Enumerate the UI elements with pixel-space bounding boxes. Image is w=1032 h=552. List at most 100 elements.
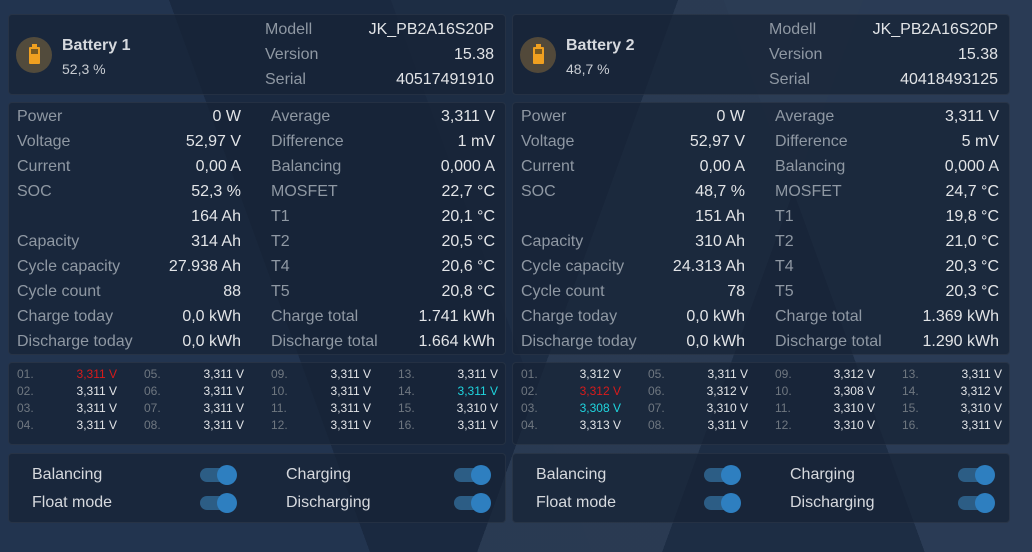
cell-voltage: 03. 3,308 V — [521, 401, 621, 416]
stat-value: 27.938 Ah — [168, 258, 241, 275]
stat-row: T2 21,0 °C — [775, 232, 999, 252]
toggle-charging[interactable] — [454, 465, 491, 485]
cell-number: 04. — [521, 418, 538, 432]
cell-number: 02. — [521, 384, 538, 398]
stat-row: Discharge today 0,0 kWh — [521, 332, 745, 352]
stat-label: Difference — [775, 133, 848, 150]
cell-value: 3,311 V — [330, 367, 371, 381]
stat-label: Voltage — [17, 133, 71, 150]
cell-number: 04. — [17, 418, 34, 432]
cell-number: 07. — [648, 401, 665, 415]
stat-value: 0 W — [212, 108, 241, 125]
info-value: 15.38 — [957, 46, 998, 63]
cell-number: 13. — [902, 367, 919, 381]
cell-value: 3,311 V — [203, 367, 244, 381]
cell-voltage: 10. 3,311 V — [271, 384, 371, 399]
cell-value: 3,311 V — [203, 418, 244, 432]
cell-value: 3,310 V — [456, 401, 498, 415]
cell-value: 3,311 V — [707, 418, 748, 432]
stat-row: Voltage 52,97 V — [17, 132, 241, 152]
stat-row: Average 3,311 V — [775, 107, 999, 127]
battery-soc: 48,7 % — [566, 61, 610, 77]
cell-voltage: 15. 3,310 V — [398, 401, 498, 416]
stat-value: 1.741 kWh — [418, 308, 495, 325]
stat-label: Discharge today — [17, 333, 133, 350]
stat-value: 1.664 kWh — [418, 333, 495, 350]
stat-value: 1 mV — [457, 133, 495, 150]
stat-row: SOC 48,7 % — [521, 182, 745, 202]
toggle-balancing[interactable] — [704, 465, 741, 485]
stat-label: Charge total — [271, 308, 359, 325]
cell-number: 16. — [398, 418, 415, 432]
cell-value: 3,311 V — [457, 384, 498, 398]
cell-number: 05. — [144, 367, 161, 381]
stat-value: 24,7 °C — [945, 183, 999, 200]
stat-label: Charge today — [521, 308, 618, 325]
toggle-float-mode[interactable] — [200, 493, 237, 513]
stat-row: Balancing 0,000 A — [775, 157, 999, 177]
stat-label: Discharge total — [775, 333, 882, 350]
cell-voltage: 07. 3,311 V — [144, 401, 244, 416]
info-label: Version — [265, 46, 319, 63]
stat-value: 0,000 A — [944, 158, 999, 175]
cell-value: 3,311 V — [330, 401, 371, 415]
stat-row: T1 19,8 °C — [775, 207, 999, 227]
stat-row: Discharge total 1.290 kWh — [775, 332, 999, 352]
battery-name[interactable]: Battery 1 — [62, 37, 131, 54]
stat-value: 3,311 V — [441, 108, 495, 125]
battery-glyph — [29, 44, 40, 64]
info-label: Serial — [265, 71, 306, 88]
cell-number: 10. — [775, 384, 792, 398]
stat-label: T1 — [775, 208, 794, 225]
cell-voltage: 11. 3,310 V — [775, 401, 875, 416]
stat-value: 3,311 V — [945, 108, 999, 125]
stat-label: Voltage — [521, 133, 575, 150]
cell-number: 07. — [144, 401, 161, 415]
toggle-charging[interactable] — [958, 465, 995, 485]
toggle-float-mode[interactable] — [704, 493, 741, 513]
info-row: Version 15.38 — [769, 45, 998, 65]
cell-voltage: 12. 3,310 V — [775, 418, 875, 433]
stat-value: 0,0 kWh — [182, 308, 241, 325]
stat-label: T4 — [271, 258, 290, 275]
toggle-discharging[interactable] — [454, 493, 491, 513]
cell-value: 3,311 V — [707, 367, 748, 381]
info-row: Modell JK_PB2A16S20P — [265, 20, 494, 40]
stat-label: T4 — [775, 258, 794, 275]
stat-row: Discharge today 0,0 kWh — [17, 332, 241, 352]
stat-row: Capacity 314 Ah — [17, 232, 241, 252]
stat-row: Capacity 310 Ah — [521, 232, 745, 252]
battery-soc: 52,3 % — [62, 61, 106, 77]
stat-row: Cycle capacity 27.938 Ah — [17, 257, 241, 277]
cell-number: 06. — [144, 384, 161, 398]
stat-value: 24.313 Ah — [672, 258, 745, 275]
toggle-discharging[interactable] — [958, 493, 995, 513]
info-row: Serial 40418493125 — [769, 70, 998, 90]
info-value: JK_PB2A16S20P — [368, 21, 494, 38]
cell-number: 09. — [775, 367, 792, 381]
cell-voltage: 03. 3,311 V — [17, 401, 117, 416]
stat-label: Capacity — [17, 233, 80, 250]
cell-voltage: 14. 3,312 V — [902, 384, 1002, 399]
stat-value: 52,97 V — [185, 133, 241, 150]
stat-label: SOC — [521, 183, 556, 200]
cell-voltage: 09. 3,311 V — [271, 367, 371, 382]
cell-voltage: 07. 3,310 V — [648, 401, 748, 416]
cell-value: 3,311 V — [76, 384, 117, 398]
cell-voltage: 02. 3,312 V — [521, 384, 621, 399]
cell-voltage: 05. 3,311 V — [144, 367, 244, 382]
toggle-balancing[interactable] — [200, 465, 237, 485]
stat-value: 20,8 °C — [441, 283, 495, 300]
cell-voltage: 13. 3,311 V — [902, 367, 1002, 382]
stat-value: 1.369 kWh — [922, 308, 999, 325]
cell-number: 08. — [648, 418, 665, 432]
stat-row: SOC 52,3 % — [17, 182, 241, 202]
cell-value: 3,310 V — [833, 401, 875, 415]
cell-value: 3,311 V — [203, 401, 244, 415]
battery-icon — [16, 37, 52, 73]
info-label: Modell — [769, 21, 817, 38]
stat-row: 151 Ah — [521, 207, 745, 227]
battery-name[interactable]: Battery 2 — [566, 37, 635, 54]
stat-value: 52,3 % — [191, 183, 241, 200]
info-row: Version 15.38 — [265, 45, 494, 65]
